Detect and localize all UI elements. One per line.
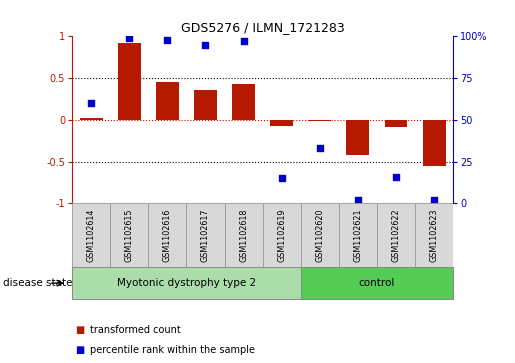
Text: GSM1102622: GSM1102622 [391,208,401,262]
Text: Myotonic dystrophy type 2: Myotonic dystrophy type 2 [117,278,256,288]
Text: GSM1102614: GSM1102614 [87,208,96,262]
Point [278,175,286,181]
Bar [72,267,301,299]
Bar [194,90,217,120]
Point [354,197,362,203]
Bar [270,120,293,126]
Point [430,197,438,203]
Bar [339,203,377,267]
Point [201,42,210,48]
Bar [308,120,331,122]
Bar [80,118,102,120]
Text: GSM1102620: GSM1102620 [315,208,324,262]
Text: ■: ■ [75,325,84,335]
Text: GSM1102616: GSM1102616 [163,208,172,262]
Point [87,100,95,106]
Title: GDS5276 / ILMN_1721283: GDS5276 / ILMN_1721283 [181,21,345,34]
Bar [118,43,141,120]
Point [163,37,171,42]
Text: transformed count: transformed count [90,325,181,335]
Point [316,145,324,151]
Text: GSM1102617: GSM1102617 [201,208,210,262]
Bar [347,120,369,155]
Bar [385,120,407,127]
Text: disease state: disease state [3,278,72,288]
Text: ■: ■ [75,345,84,355]
Text: GSM1102618: GSM1102618 [239,208,248,262]
Bar [72,203,110,267]
Point [125,35,133,41]
Bar [263,203,301,267]
Bar [301,203,339,267]
Bar [186,203,225,267]
Bar [225,203,263,267]
Bar [423,120,445,166]
Point [392,174,400,179]
Text: GSM1102621: GSM1102621 [353,208,363,262]
Point [239,38,248,44]
Text: GSM1102615: GSM1102615 [125,208,134,262]
Text: GSM1102623: GSM1102623 [430,208,439,262]
Bar [301,267,453,299]
Bar [110,203,148,267]
Bar [156,82,179,120]
Text: control: control [359,278,395,288]
Bar [377,203,415,267]
Bar [148,203,186,267]
Bar [415,203,453,267]
Text: percentile rank within the sample: percentile rank within the sample [90,345,255,355]
Text: GSM1102619: GSM1102619 [277,208,286,262]
Bar [232,84,255,120]
